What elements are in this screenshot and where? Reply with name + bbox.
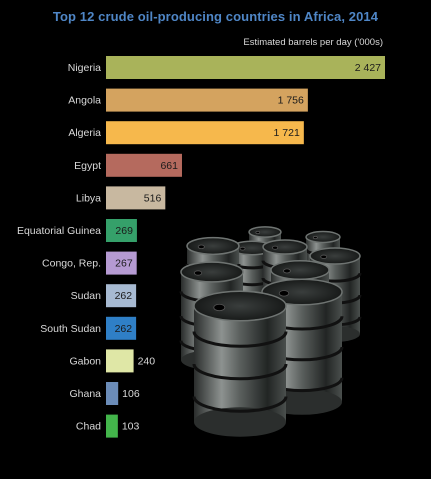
chart-title: Top 12 crude oil-producing countries in … xyxy=(52,9,379,24)
category-label: Sudan xyxy=(71,290,102,302)
bar xyxy=(106,219,137,242)
bar xyxy=(106,316,137,340)
value-label: 240 xyxy=(138,355,156,367)
category-label: Algeria xyxy=(68,127,101,139)
category-label: Angola xyxy=(68,95,101,107)
value-label: 262 xyxy=(115,290,133,302)
category-label: South Sudan xyxy=(40,323,101,335)
bar xyxy=(106,186,166,210)
value-label: 1 721 xyxy=(274,127,300,139)
category-label: Gabon xyxy=(69,355,101,367)
category-label: Nigeria xyxy=(68,62,101,74)
value-label: 661 xyxy=(160,160,178,172)
bar xyxy=(106,153,182,177)
bar xyxy=(106,121,304,145)
category-label: Ghana xyxy=(69,388,101,400)
category-label: Libya xyxy=(76,192,101,204)
category-label: Chad xyxy=(76,421,101,433)
category-label: Congo, Rep. xyxy=(42,258,101,270)
category-label: Equatorial Guinea xyxy=(17,225,101,237)
bar xyxy=(106,251,137,275)
value-label: 1 756 xyxy=(278,95,304,107)
category-label: Egypt xyxy=(74,160,101,172)
bar xyxy=(106,88,308,112)
bar xyxy=(106,56,385,79)
oil-barrels-icon xyxy=(179,226,362,437)
value-label: 267 xyxy=(115,258,133,270)
bar xyxy=(106,349,134,373)
value-label: 2 427 xyxy=(355,62,381,74)
value-label: 516 xyxy=(144,192,162,204)
bar xyxy=(106,284,137,308)
bar xyxy=(106,382,119,405)
bar xyxy=(106,414,118,438)
value-label: 106 xyxy=(122,388,140,400)
value-label: 262 xyxy=(115,323,133,335)
unit-label: Estimated barrels per day ('000s) xyxy=(243,37,383,48)
value-label: 103 xyxy=(122,421,140,433)
value-label: 269 xyxy=(115,225,133,237)
